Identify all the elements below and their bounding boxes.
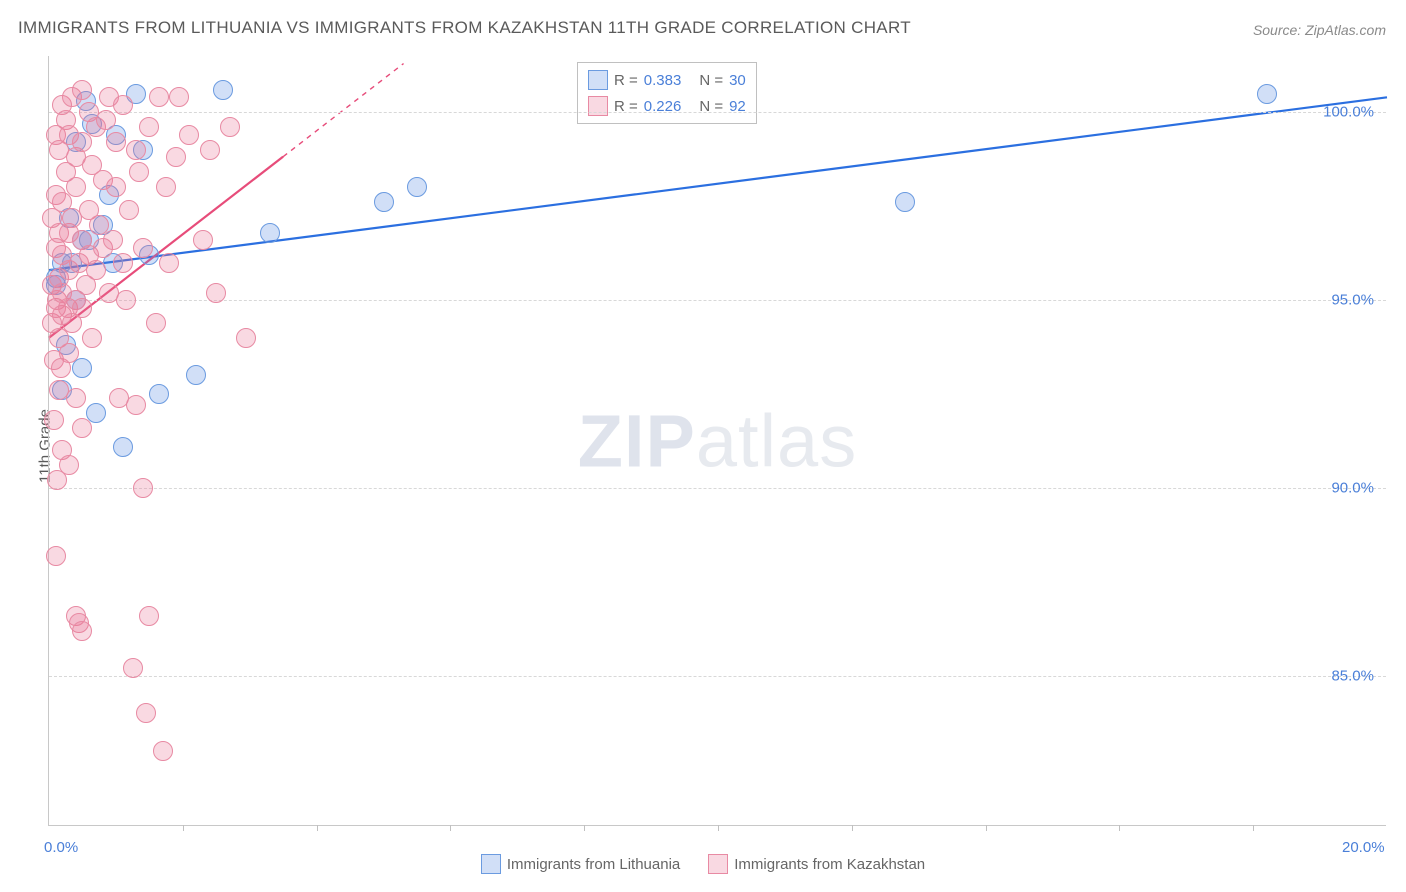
legend-item: Immigrants from Kazakhstan: [708, 854, 925, 874]
x-tick-mark: [1119, 825, 1120, 831]
scatter-point: [200, 140, 220, 160]
legend-swatch: [481, 854, 501, 874]
scatter-point: [126, 395, 146, 415]
scatter-point: [220, 117, 240, 137]
scatter-point: [260, 223, 280, 243]
legend-label: Immigrants from Lithuania: [507, 856, 680, 873]
scatter-point: [72, 621, 92, 641]
scatter-point: [66, 177, 86, 197]
x-tick-mark: [450, 825, 451, 831]
y-tick-label: 85.0%: [1331, 667, 1374, 684]
scatter-point: [119, 200, 139, 220]
source-label: Source: ZipAtlas.com: [1253, 22, 1386, 38]
scatter-point: [206, 283, 226, 303]
scatter-point: [149, 384, 169, 404]
scatter-point: [139, 606, 159, 626]
x-tick-mark: [317, 825, 318, 831]
gridline: [49, 300, 1386, 301]
x-tick-mark: [183, 825, 184, 831]
scatter-point: [113, 95, 133, 115]
scatter-point: [149, 87, 169, 107]
scatter-point: [166, 147, 186, 167]
scatter-point: [169, 87, 189, 107]
x-tick-mark: [1253, 825, 1254, 831]
scatter-point: [1257, 84, 1277, 104]
scatter-point: [72, 418, 92, 438]
scatter-point: [72, 298, 92, 318]
correlation-legend: R = 0.383 N = 30 R = 0.226N = 92: [577, 62, 757, 124]
chart-svg: [49, 56, 1386, 825]
x-tick-mark: [986, 825, 987, 831]
scatter-point: [123, 658, 143, 678]
scatter-point: [213, 80, 233, 100]
legend-swatch: [708, 854, 728, 874]
y-tick-label: 100.0%: [1323, 104, 1374, 121]
chart-title: IMMIGRANTS FROM LITHUANIA VS IMMIGRANTS …: [18, 18, 911, 38]
gridline: [49, 676, 1386, 677]
scatter-point: [86, 260, 106, 280]
legend-row: R = 0.383 N = 30: [588, 67, 746, 93]
scatter-point: [129, 162, 149, 182]
scatter-point: [116, 290, 136, 310]
scatter-point: [82, 328, 102, 348]
scatter-point: [133, 478, 153, 498]
scatter-point: [106, 177, 126, 197]
scatter-point: [126, 140, 146, 160]
scatter-point: [136, 703, 156, 723]
scatter-point: [59, 343, 79, 363]
scatter-point: [139, 117, 159, 137]
x-tick-mark: [584, 825, 585, 831]
scatter-point: [103, 230, 123, 250]
scatter-point: [113, 253, 133, 273]
series-legend: Immigrants from Lithuania Immigrants from…: [0, 854, 1406, 878]
gridline: [49, 112, 1386, 113]
scatter-point: [59, 455, 79, 475]
scatter-point: [113, 437, 133, 457]
scatter-point: [133, 238, 153, 258]
legend-r-label: R =: [614, 72, 638, 89]
scatter-point: [156, 177, 176, 197]
scatter-point: [895, 192, 915, 212]
scatter-point: [72, 80, 92, 100]
y-tick-label: 95.0%: [1331, 292, 1374, 309]
scatter-point: [159, 253, 179, 273]
legend-label: Immigrants from Kazakhstan: [734, 856, 925, 873]
scatter-point: [66, 388, 86, 408]
scatter-point: [153, 741, 173, 761]
scatter-point: [186, 365, 206, 385]
x-tick-mark: [852, 825, 853, 831]
legend-swatch: [588, 70, 608, 90]
scatter-point: [407, 177, 427, 197]
chart-plot-area: ZIPatlas R = 0.383N = 30R = 0.226N = 92 …: [48, 56, 1386, 826]
scatter-point: [96, 110, 116, 130]
legend-n-value: 30: [729, 72, 746, 89]
scatter-point: [236, 328, 256, 348]
scatter-point: [44, 410, 64, 430]
scatter-point: [146, 313, 166, 333]
scatter-point: [374, 192, 394, 212]
legend-n-label: N =: [699, 72, 723, 89]
legend-item: Immigrants from Lithuania: [481, 854, 680, 874]
y-tick-label: 90.0%: [1331, 479, 1374, 496]
gridline: [49, 488, 1386, 489]
x-tick-min: 0.0%: [44, 839, 78, 856]
scatter-point: [106, 132, 126, 152]
legend-row: R = 0.226N = 92: [588, 93, 746, 119]
x-tick-mark: [718, 825, 719, 831]
scatter-point: [46, 546, 66, 566]
x-tick-max: 20.0%: [1342, 839, 1385, 856]
scatter-point: [72, 358, 92, 378]
legend-r-value: 0.383: [644, 72, 682, 89]
scatter-point: [193, 230, 213, 250]
scatter-point: [179, 125, 199, 145]
